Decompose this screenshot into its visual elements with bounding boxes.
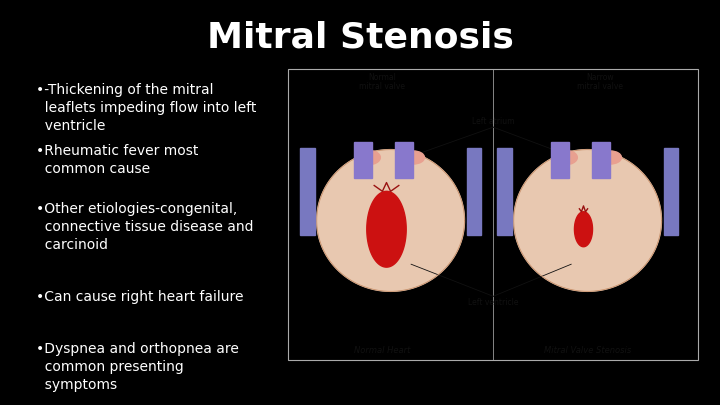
Text: •-Thickening of the mitral
  leaflets impeding flow into left
  ventricle: •-Thickening of the mitral leaflets impe… xyxy=(36,83,256,133)
Ellipse shape xyxy=(599,151,621,164)
Ellipse shape xyxy=(356,150,380,165)
Text: Left atrium: Left atrium xyxy=(472,117,515,126)
Bar xyxy=(551,142,569,179)
Text: Normal Heart: Normal Heart xyxy=(354,345,410,355)
Text: •Can cause right heart failure: •Can cause right heart failure xyxy=(36,290,243,304)
Polygon shape xyxy=(366,191,406,267)
Text: Normal: Normal xyxy=(369,73,396,82)
Bar xyxy=(664,147,678,235)
Text: Narrow: Narrow xyxy=(586,73,613,82)
Text: •Rheumatic fever most
  common cause: •Rheumatic fever most common cause xyxy=(36,144,199,176)
Bar xyxy=(498,147,512,235)
Polygon shape xyxy=(575,212,593,247)
Text: mitral valve: mitral valve xyxy=(359,82,405,91)
Bar xyxy=(354,142,372,179)
Polygon shape xyxy=(317,149,464,291)
Text: Left ventricle: Left ventricle xyxy=(468,298,518,307)
Bar xyxy=(467,147,481,235)
Ellipse shape xyxy=(553,150,577,165)
Bar xyxy=(395,142,413,179)
Bar xyxy=(592,142,610,179)
Text: mitral valve: mitral valve xyxy=(577,82,623,91)
Text: Mitral Valve Stenosis: Mitral Valve Stenosis xyxy=(544,345,631,355)
Text: •Dyspnea and orthopnea are
  common presenting
  symptoms: •Dyspnea and orthopnea are common presen… xyxy=(36,342,239,392)
Polygon shape xyxy=(514,149,662,291)
Bar xyxy=(300,147,315,235)
Text: •Other etiologies-congenital,
  connective tissue disease and
  carcinoid: •Other etiologies-congenital, connective… xyxy=(36,202,253,252)
Text: Mitral Stenosis: Mitral Stenosis xyxy=(207,20,513,54)
Ellipse shape xyxy=(402,151,425,164)
